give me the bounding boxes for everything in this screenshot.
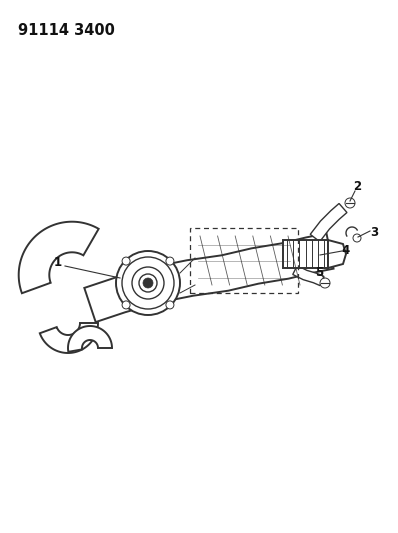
Text: 4: 4 (342, 245, 350, 257)
Polygon shape (68, 326, 112, 352)
Text: 3: 3 (370, 227, 378, 239)
Polygon shape (19, 222, 99, 293)
Polygon shape (40, 323, 98, 353)
Circle shape (166, 301, 174, 309)
Polygon shape (310, 204, 347, 241)
Circle shape (122, 257, 130, 265)
Polygon shape (84, 233, 334, 322)
Circle shape (143, 278, 153, 288)
Bar (283, 240, 328, 268)
Text: 91114 3400: 91114 3400 (18, 23, 115, 38)
Polygon shape (293, 265, 324, 286)
Text: 5: 5 (315, 265, 323, 279)
Polygon shape (328, 240, 346, 268)
Circle shape (166, 257, 174, 265)
Circle shape (345, 198, 355, 208)
Bar (190, 228, 298, 293)
Circle shape (353, 234, 361, 242)
Circle shape (320, 278, 330, 288)
Circle shape (122, 301, 130, 309)
Circle shape (116, 251, 180, 315)
Text: 2: 2 (353, 180, 361, 192)
Text: 1: 1 (54, 256, 62, 270)
